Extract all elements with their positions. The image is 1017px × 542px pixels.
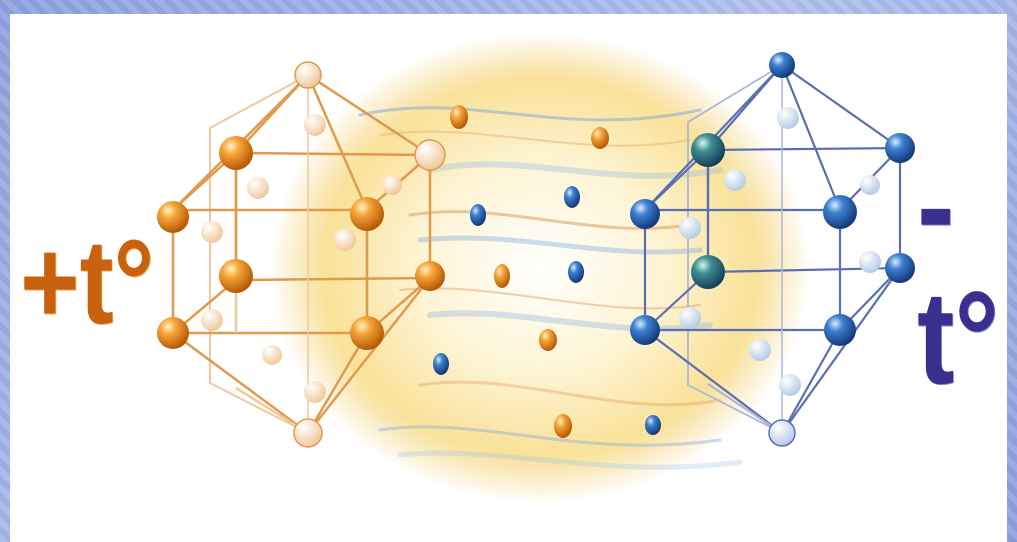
cold-lattice-icon: [630, 52, 915, 447]
hot-lattice-icon: [157, 61, 446, 448]
energy-streaks: [358, 106, 743, 470]
free-particles: [433, 105, 661, 438]
cooling-label: -t°: [917, 132, 1000, 411]
thermal-glow: [270, 33, 810, 503]
heating-label: +t°: [20, 215, 155, 349]
